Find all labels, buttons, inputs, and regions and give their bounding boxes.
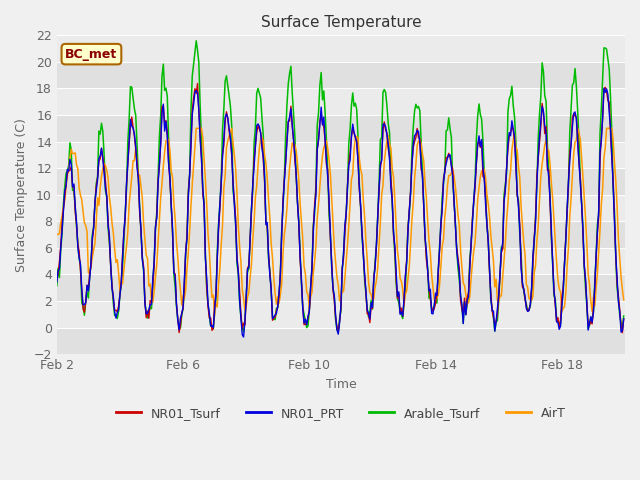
Bar [57, 36, 625, 62]
Legend: NR01_Tsurf, NR01_PRT, Arable_Tsurf, AirT: NR01_Tsurf, NR01_PRT, Arable_Tsurf, AirT [111, 402, 571, 425]
Bar [57, 275, 625, 301]
Bar [57, 168, 625, 195]
Bar [57, 88, 625, 115]
Bar [57, 248, 625, 275]
Bar [57, 142, 625, 168]
Bar [57, 327, 625, 354]
X-axis label: Time: Time [326, 377, 356, 391]
Bar [57, 221, 625, 248]
Text: BC_met: BC_met [65, 48, 118, 60]
Bar [57, 62, 625, 88]
Bar [57, 195, 625, 221]
Bar [57, 115, 625, 142]
Bar [57, 301, 625, 327]
Title: Surface Temperature: Surface Temperature [260, 15, 421, 30]
Y-axis label: Surface Temperature (C): Surface Temperature (C) [15, 118, 28, 272]
